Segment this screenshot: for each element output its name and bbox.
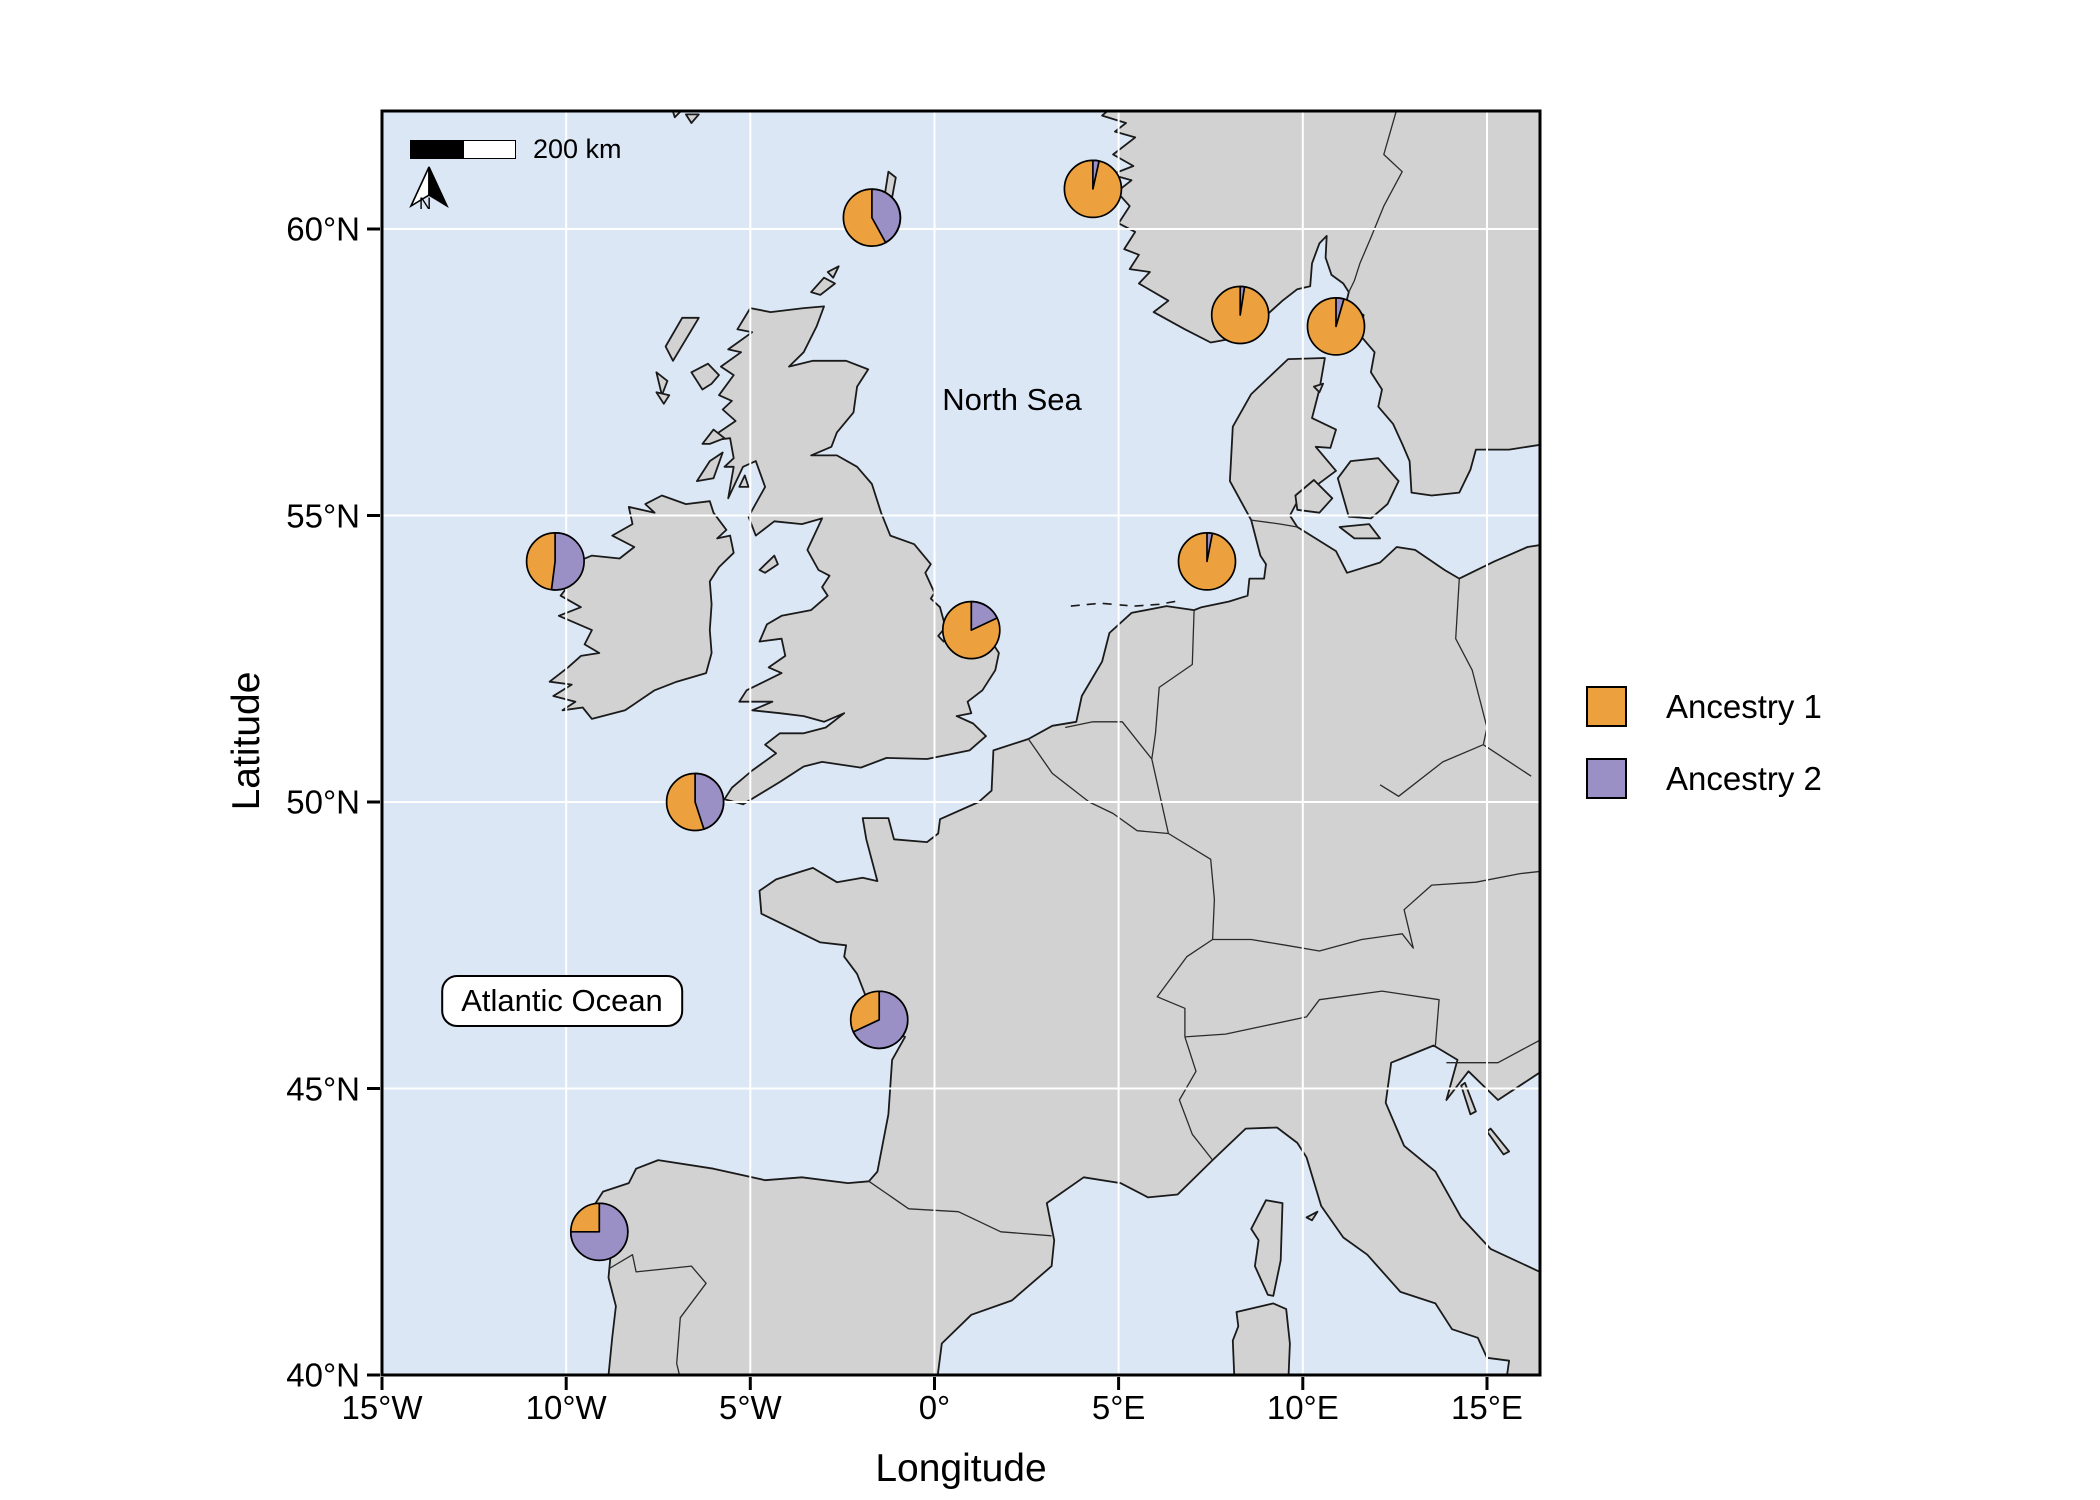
pie-southern-norway xyxy=(1210,285,1270,345)
pie-shetland xyxy=(842,188,902,247)
landmass xyxy=(701,428,726,445)
landmass xyxy=(1460,1081,1477,1116)
pie-german-bight xyxy=(1177,532,1237,591)
landmass xyxy=(655,371,669,397)
ancestry-2-swatch xyxy=(1586,758,1627,799)
landmass xyxy=(690,362,720,391)
north-sea-label: North Sea xyxy=(942,382,1082,417)
landmass xyxy=(1231,1302,1291,1375)
scale-bar-black-segment xyxy=(410,140,463,159)
pie-nw-spain xyxy=(569,1202,629,1262)
landmass xyxy=(758,554,779,574)
landmass xyxy=(695,451,724,483)
scale-bar-label: 200 km xyxy=(533,134,622,164)
landmass xyxy=(1486,1127,1510,1156)
y-tick-label: 50°N xyxy=(286,783,360,821)
landmass xyxy=(548,494,735,720)
x-tick-label: 15°W xyxy=(341,1389,423,1426)
x-axis-title: Longitude xyxy=(875,1447,1047,1490)
country-border xyxy=(1251,519,1298,528)
y-tick-label: 40°N xyxy=(286,1356,360,1394)
landmass xyxy=(684,113,700,124)
country-border xyxy=(1379,744,1484,797)
landmass xyxy=(738,474,750,488)
landmass xyxy=(664,316,700,362)
country-border xyxy=(1178,1036,1214,1161)
pie-western-norway xyxy=(1063,159,1123,219)
y-axis-title: Latitude xyxy=(225,671,268,811)
ancestry-2-label: Ancestry 2 xyxy=(1666,760,1822,797)
ancestry-1-label: Ancestry 1 xyxy=(1666,688,1822,725)
country-border xyxy=(1455,578,1532,777)
y-tick-label: 60°N xyxy=(286,210,360,248)
x-tick-label: 5°E xyxy=(1091,1389,1146,1426)
legend-row-ancestry-1: Ancestry 1 xyxy=(1586,686,1822,727)
scale-bar-white-segment xyxy=(463,140,516,159)
landmass xyxy=(1294,479,1334,514)
pie-celtic-sea xyxy=(665,772,725,832)
country-border xyxy=(608,1254,707,1375)
pie-western-ireland xyxy=(525,532,585,591)
country-border xyxy=(1446,1039,1540,1064)
panel-frame xyxy=(380,109,1542,1377)
dashed-boundary xyxy=(1070,599,1182,607)
legend-row-ancestry-2: Ancestry 2 xyxy=(1586,758,1822,799)
landmass xyxy=(826,265,840,279)
country-border xyxy=(1348,111,1403,293)
country-border xyxy=(1212,870,1540,952)
landmass xyxy=(1336,457,1400,520)
y-tick-label: 55°N xyxy=(286,497,360,535)
landmass xyxy=(810,276,836,296)
x-tick-label: 10°W xyxy=(525,1389,607,1426)
pie-eastern-england xyxy=(941,600,1001,660)
ancestry-1-swatch xyxy=(1586,686,1627,727)
landmass xyxy=(1305,1210,1319,1222)
scale-bar: 200 km xyxy=(410,136,622,163)
y-tick-label: 45°N xyxy=(286,1070,360,1107)
landmass xyxy=(1313,382,1324,394)
landmass xyxy=(1250,1199,1284,1297)
legend: Ancestry 1 Ancestry 2 xyxy=(1586,686,1822,799)
pie-skagerrak xyxy=(1306,297,1366,356)
x-tick-label: 0° xyxy=(918,1389,951,1426)
country-border xyxy=(1184,990,1440,1046)
country-border xyxy=(1151,610,1195,760)
pie-bay-of-biscay xyxy=(849,990,909,1050)
x-tick-label: 15°E xyxy=(1450,1389,1523,1426)
atlantic-ocean-label: Atlantic Ocean xyxy=(441,975,683,1027)
map-canvas xyxy=(367,109,1542,1390)
country-border xyxy=(1168,832,1216,940)
landmass xyxy=(1338,523,1381,540)
x-tick-label: 10°E xyxy=(1266,1389,1339,1426)
landmass xyxy=(655,391,671,405)
north-arrow-icon xyxy=(409,166,449,209)
country-border xyxy=(1156,938,1213,1037)
country-border xyxy=(868,1180,1052,1237)
country-border xyxy=(1065,721,1153,760)
north-arrow-label: N xyxy=(419,194,432,213)
x-tick-label: 5°W xyxy=(718,1389,782,1426)
